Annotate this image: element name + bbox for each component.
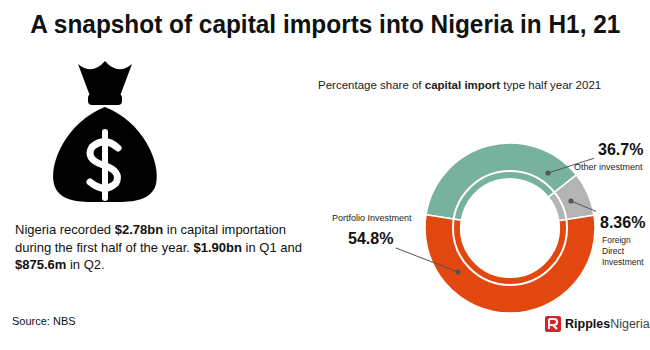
- html-text:Percentage share of capital im: Percentage share of capital import type …: [318, 79, 602, 91]
- html-text:Source: NBS: Source: NBS: [12, 315, 76, 327]
- html-text:Ripples Nigeria: Ripples Nigeria: [565, 317, 650, 331]
- svg-text:36.7%: 36.7%: [598, 141, 643, 158]
- svg-text:Portfolio Investment: Portfolio Investment: [332, 213, 412, 223]
- html-text:A snapshot of capital imports: A snapshot of capital imports into Niger…: [30, 10, 620, 38]
- svg-text:Other investment: Other investment: [574, 162, 643, 172]
- svg-text:ForeignDirectInvestment: ForeignDirectInvestment: [602, 235, 644, 267]
- html-text:Nigeria recorded $2.78bn in ca: Nigeria recorded $2.78bn in capital impo…: [15, 222, 302, 255]
- svg-text:8.36%: 8.36%: [600, 214, 645, 231]
- html-text:$875.6m in Q2.: $875.6m in Q2.: [15, 257, 105, 272]
- svg-text:54.8%: 54.8%: [348, 230, 393, 247]
